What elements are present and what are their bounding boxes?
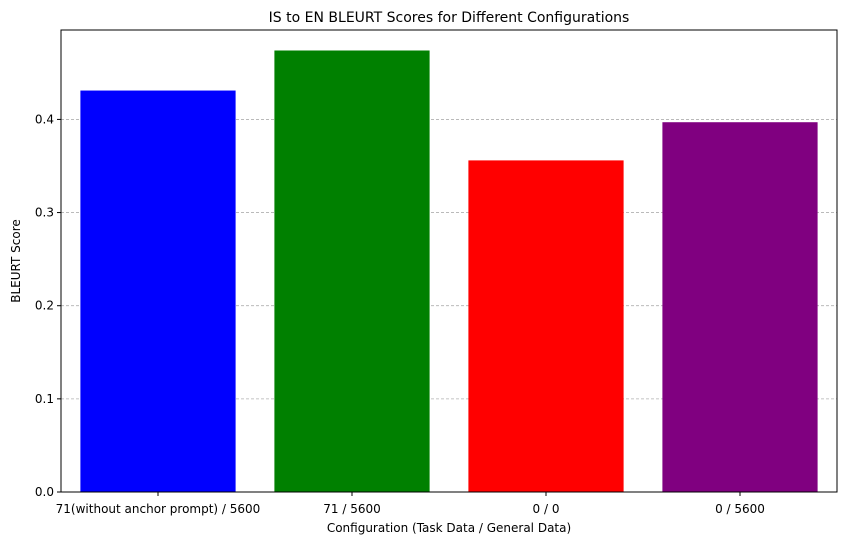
y-tick-label: 0.1	[35, 392, 54, 406]
bars	[80, 50, 818, 492]
bar	[80, 90, 236, 492]
x-axis-ticks: 71(without anchor prompt) / 5600 71 / 560…	[56, 492, 765, 516]
y-tick-label: 0.2	[35, 299, 54, 313]
y-tick-label: 0.4	[35, 112, 54, 126]
x-tick-label: 0 / 5600	[715, 502, 765, 516]
y-axis-label: BLEURT Score	[9, 219, 23, 303]
plot-frame	[60, 29, 838, 493]
y-tick-label: 0.0	[35, 485, 54, 499]
y-axis-ticks: 0.0 0.1 0.2 0.3 0.4	[35, 112, 61, 499]
x-tick-label: 71 / 5600	[323, 502, 380, 516]
chart-title: IS to EN BLEURT Scores for Different Con…	[269, 10, 630, 26]
x-tick-label: 71(without anchor prompt) / 5600	[56, 502, 261, 516]
bar	[274, 50, 430, 492]
x-tick-label: 0 / 0	[533, 502, 560, 516]
bar	[468, 160, 624, 492]
y-tick-label: 0.3	[35, 206, 54, 220]
x-axis-label: Configuration (Task Data / General Data)	[327, 521, 571, 535]
bar	[662, 122, 818, 492]
